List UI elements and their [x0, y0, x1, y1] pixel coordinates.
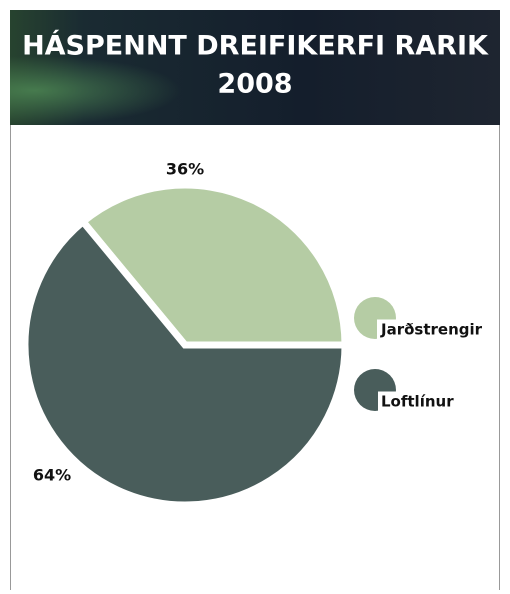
data-label: 36%	[166, 160, 204, 179]
chart-title: HÁSPENNT DREIFIKERFI RARIK	[22, 30, 489, 62]
legend-label-background	[378, 391, 458, 412]
legend-label: Loftlínur	[381, 393, 454, 411]
data-label: 64%	[33, 466, 71, 485]
pie-slice	[78, 181, 349, 349]
legend-label: Jarðstrengir	[380, 321, 483, 339]
pie-slice	[21, 216, 349, 509]
header-aurora	[10, 10, 500, 125]
legend-label-background	[377, 319, 486, 340]
chart-subtitle: 2008	[217, 69, 292, 100]
